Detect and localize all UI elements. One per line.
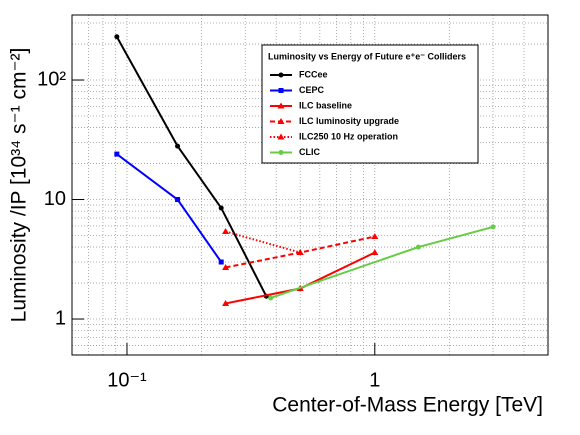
marker (114, 34, 120, 40)
marker (218, 205, 224, 211)
y-tick-label: 10 (44, 188, 66, 210)
legend-label: ILC baseline (299, 100, 352, 110)
series-line (225, 230, 301, 254)
marker (268, 295, 274, 301)
legend-title: Luminosity vs Energy of Future e⁺e⁻ Coll… (268, 51, 466, 61)
y-tick-label: 1 (55, 307, 66, 329)
marker (296, 249, 304, 256)
marker (278, 88, 284, 93)
legend-label: CEPC (299, 85, 325, 95)
marker (218, 259, 224, 265)
x-tick-label: 10⁻¹ (107, 369, 147, 391)
marker (222, 263, 230, 270)
marker (222, 228, 230, 235)
marker (415, 244, 421, 250)
marker (490, 224, 496, 230)
marker (175, 197, 181, 203)
legend-label: ILC luminosity upgrade (299, 116, 399, 126)
marker (371, 249, 379, 256)
marks (114, 34, 496, 306)
legend-label: ILC250 10 Hz operation (299, 131, 398, 141)
legend: Luminosity vs Energy of Future e⁺e⁻ Coll… (261, 44, 479, 164)
marker (277, 102, 285, 109)
marker (371, 233, 379, 240)
legend-box (261, 44, 479, 164)
legend-label: FCCee (299, 69, 328, 79)
marker (222, 299, 230, 306)
marker (277, 118, 285, 124)
marker (278, 150, 284, 155)
series-line (115, 36, 268, 297)
x-tick-label: 1 (369, 369, 380, 391)
legend-label: CLIC (299, 147, 320, 157)
x-axis-title: Center-of-Mass Energy [TeV] (272, 394, 543, 417)
y-tick-label: 10² (37, 68, 66, 90)
marker (175, 143, 181, 149)
marker (278, 72, 284, 78)
marker (114, 151, 120, 157)
y-axis-title: Luminosity /IP [10³⁴ s⁻¹ cm⁻²] (8, 48, 31, 323)
plot-frame (71, 14, 549, 356)
marker (277, 133, 285, 140)
